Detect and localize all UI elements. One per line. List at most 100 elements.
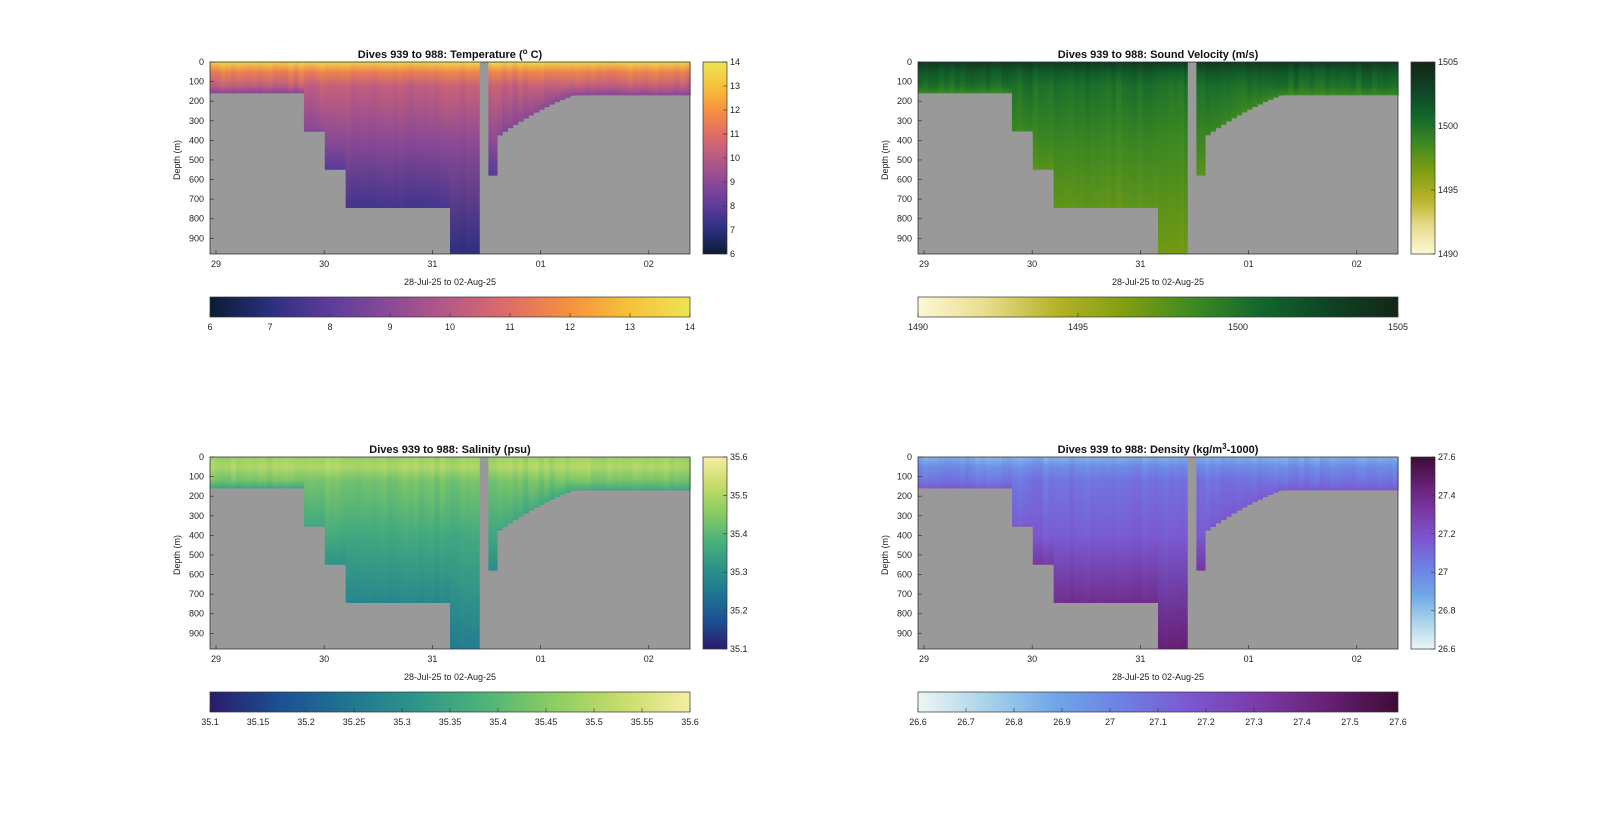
data-column [262, 62, 268, 94]
colorbar-tick-label: 12 [730, 105, 740, 115]
data-column [1142, 457, 1149, 603]
data-column [1064, 457, 1070, 603]
data-column [570, 457, 576, 491]
data-column [554, 457, 561, 498]
data-column [585, 457, 592, 491]
data-column [1147, 457, 1154, 603]
data-column [350, 457, 357, 603]
x-tick-label: 02 [644, 259, 654, 269]
y-axis-label: Depth (m) [172, 140, 182, 180]
data-column [1278, 457, 1284, 491]
data-column [1236, 62, 1243, 116]
data-column [350, 62, 357, 208]
data-column [225, 62, 232, 94]
data-column [1283, 457, 1290, 491]
data-column [684, 62, 691, 96]
y-tick-label: 100 [189, 77, 204, 87]
data-column [335, 457, 342, 565]
data-column [684, 457, 691, 491]
data-column [523, 62, 529, 119]
data-column [601, 62, 608, 96]
data-column [1314, 62, 1321, 96]
data-column [1324, 62, 1331, 96]
data-column [1022, 457, 1029, 527]
data-column [674, 62, 681, 96]
data-column [298, 62, 305, 94]
data-column [658, 62, 665, 96]
y-tick-label: 100 [897, 77, 912, 87]
data-column [502, 457, 508, 527]
data-column [538, 457, 545, 505]
y-tick-label: 600 [189, 175, 204, 185]
data-column [616, 62, 623, 96]
data-column [1371, 457, 1378, 491]
data-column [991, 62, 997, 94]
data-column [1116, 457, 1123, 603]
horizontal-colorbar: 35.1 35.15 35.2 35.25 35.3 35.35 35.4 35.45 35.5… [201, 691, 699, 727]
data-column [1168, 457, 1175, 649]
x-tick-label: 29 [211, 259, 221, 269]
data-column [486, 62, 493, 176]
data-column [528, 62, 535, 116]
data-column [1387, 62, 1394, 96]
data-column [439, 457, 446, 603]
data-column [1215, 62, 1222, 129]
data-column [1319, 62, 1326, 96]
data-column [1335, 457, 1342, 491]
data-column [996, 457, 1003, 489]
data-column [314, 62, 321, 132]
colorbar-tick-label: 14 [730, 57, 740, 67]
data-column [1074, 457, 1081, 603]
data-column [559, 457, 566, 495]
data-column [1283, 62, 1290, 96]
data-column [210, 457, 216, 489]
colorbar-tick-label: 1500 [1228, 322, 1248, 332]
data-column [1366, 457, 1373, 491]
data-column [361, 457, 368, 603]
x-axis-label: 28-Jul-25 to 02-Aug-25 [404, 277, 496, 287]
data-column [1105, 62, 1112, 208]
colorbar-tick-label: 27 [1438, 567, 1448, 577]
data-column [622, 457, 628, 491]
y-tick-label: 800 [897, 214, 912, 224]
data-column [1251, 62, 1258, 108]
y-tick-label: 0 [907, 57, 912, 67]
y-tick-label: 300 [897, 116, 912, 126]
data-column [1309, 457, 1316, 491]
colorbar-tick-label: 7 [730, 225, 735, 235]
data-column [376, 62, 383, 208]
data-column [1090, 62, 1096, 208]
data-column [533, 457, 540, 508]
data-column [1262, 457, 1269, 498]
data-column [543, 62, 550, 108]
data-column [1194, 62, 1201, 176]
data-column [1032, 62, 1039, 170]
data-column [1288, 62, 1295, 96]
y-tick-label: 300 [189, 116, 204, 126]
data-column [1173, 62, 1180, 254]
data-column [283, 62, 289, 94]
data-column [944, 457, 950, 489]
data-column [1392, 457, 1399, 491]
data-column [1351, 457, 1357, 491]
data-column [256, 62, 263, 94]
data-column [1058, 62, 1065, 208]
data-column [1053, 62, 1060, 208]
y-tick-label: 500 [189, 550, 204, 560]
data-column [517, 457, 524, 517]
data-column [1371, 62, 1378, 96]
colorbar-tick-label: 27.1 [1149, 717, 1167, 727]
x-tick-label: 29 [919, 259, 929, 269]
heatmap-plot: 0 100 200 300 400 500 600 700 800 900 29 30 31 01 02 6 7… [189, 57, 740, 332]
y-tick-label: 700 [189, 589, 204, 599]
y-tick-label: 800 [897, 609, 912, 619]
data-column [1319, 457, 1326, 491]
colorbar-tick-label: 27.4 [1293, 717, 1311, 727]
x-tick-label: 30 [1027, 654, 1037, 664]
x-axis-label: 28-Jul-25 to 02-Aug-25 [404, 672, 496, 682]
data-column [653, 62, 660, 96]
data-column [309, 457, 315, 527]
data-column [1126, 457, 1133, 603]
data-column [1152, 457, 1159, 603]
colorbar-tick-label: 13 [730, 81, 740, 91]
